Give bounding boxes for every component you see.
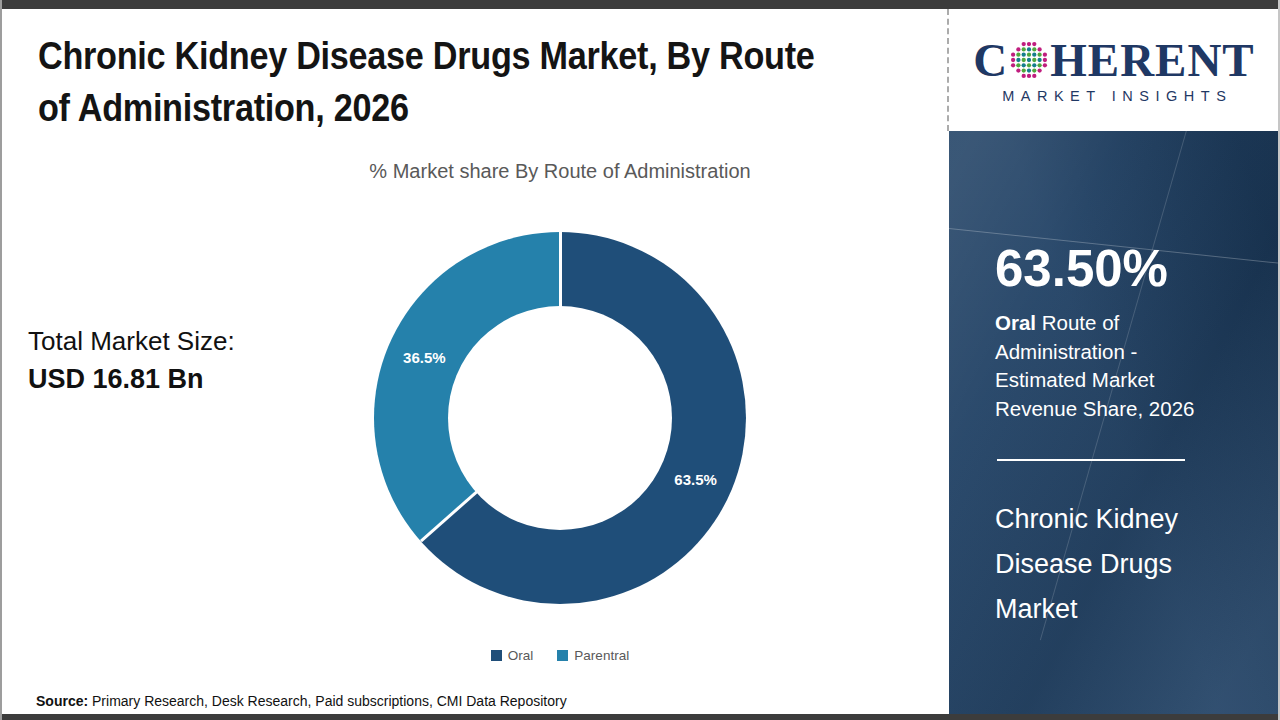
slice-gap-line: [559, 232, 562, 418]
sidebar-stat-description: Oral Route of Administration - Estimated…: [995, 309, 1213, 423]
page-title-line1: Chronic Kidney Disease Drugs Market, By …: [38, 30, 920, 82]
donut-chart: 63.5% 36.5%: [374, 232, 746, 604]
brand-subtitle: MARKET INSIGHTS: [996, 88, 1233, 104]
coherent-globe-icon: [1009, 40, 1049, 80]
source-label: Source:: [36, 693, 88, 709]
legend-label: Oral: [508, 648, 534, 663]
infographic-page: Chronic Kidney Disease Drugs Market, By …: [0, 0, 1280, 720]
page-title: Chronic Kidney Disease Drugs Market, By …: [38, 30, 920, 134]
total-market-size-label: Total Market Size:: [28, 326, 235, 357]
frame-bottom-border: [0, 714, 1280, 720]
total-market-size-block: Total Market Size: USD 16.81 Bn: [28, 326, 235, 395]
chart-title: % Market share By Route of Administratio…: [200, 160, 920, 183]
slice-label: 36.5%: [403, 348, 446, 365]
slice-label: 63.5%: [674, 471, 717, 488]
sidebar-stat-value: 63.50%: [995, 239, 1168, 298]
legend-swatch: [491, 650, 502, 661]
sidebar-stat-description-bold: Oral: [995, 311, 1036, 334]
page-title-line2: of Administration, 2026: [38, 82, 920, 134]
legend-label: Parentral: [574, 648, 629, 663]
source-text: Primary Research, Desk Research, Paid su…: [88, 693, 567, 709]
frame-left-border: [0, 0, 2, 720]
legend-swatch: [557, 650, 568, 661]
total-market-size-value: USD 16.81 Bn: [28, 364, 235, 395]
source-note: Source: Primary Research, Desk Research,…: [36, 693, 567, 709]
sidebar-market-title: Chronic Kidney Disease Drugs Market: [995, 497, 1227, 632]
sidebar-divider: [997, 459, 1185, 461]
brand-wordmark: C HERENT: [973, 37, 1254, 84]
sidebar-panel: 63.50% Oral Route of Administration - Es…: [949, 131, 1278, 714]
brand-letter-c: C: [973, 37, 1008, 84]
chart-legend: Oral Parentral: [160, 648, 960, 663]
logo-dashed-separator: [947, 9, 949, 131]
frame-top-border: [0, 0, 1280, 9]
legend-item: Oral: [491, 648, 534, 663]
brand-letters-rest: HERENT: [1050, 37, 1255, 84]
legend-item: Parentral: [557, 648, 629, 663]
brand-logo: C HERENT MARKET INSIGHTS: [950, 9, 1278, 131]
